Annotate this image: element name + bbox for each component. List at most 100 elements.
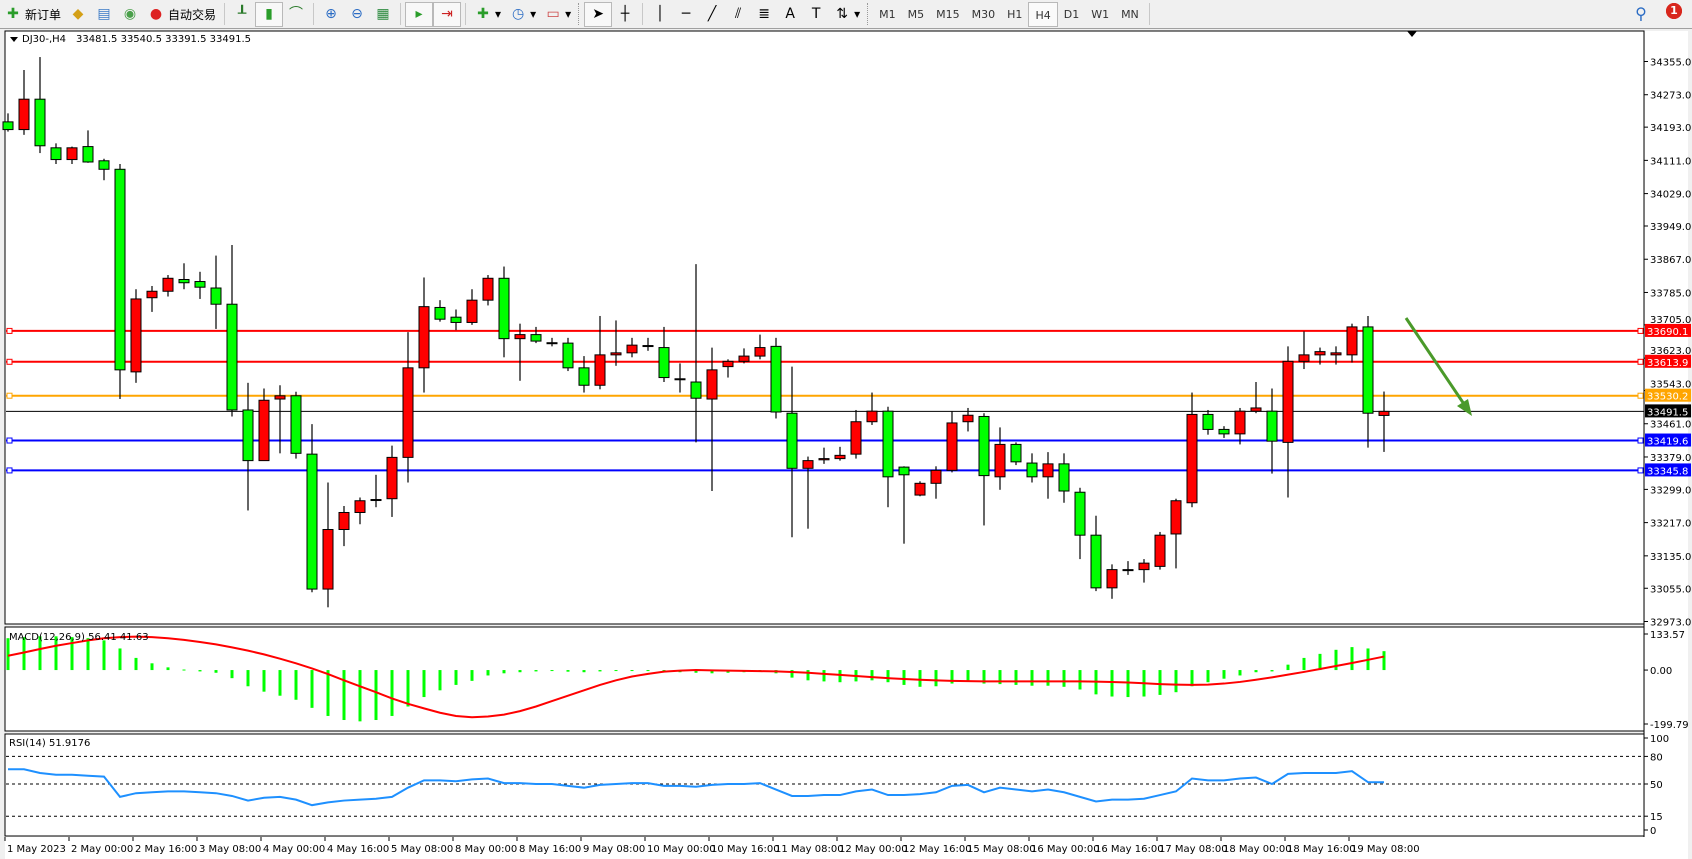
- macd-histogram-bar: [1238, 670, 1242, 676]
- timeframe-m5[interactable]: M5: [907, 7, 925, 21]
- bar-chart-button[interactable]: ┸: [229, 2, 255, 27]
- price-tick-label: 33543.0: [1650, 380, 1691, 391]
- macd-histogram-bar: [806, 670, 810, 681]
- zoom-out-button[interactable]: ⊖: [344, 2, 370, 27]
- toolbar-grip[interactable]: [578, 3, 581, 25]
- price-tick-label: 33379.0: [1650, 453, 1691, 464]
- timeframe-m15[interactable]: M15: [936, 7, 960, 21]
- candle: [690, 264, 702, 443]
- signals-button[interactable]: ◉: [117, 2, 143, 27]
- time-label: 9 May 08:00: [583, 844, 645, 855]
- trend-arrow[interactable]: [1404, 317, 1470, 411]
- tile-windows-button[interactable]: ▦: [370, 2, 396, 27]
- level-handle-start: [6, 327, 13, 334]
- macd-histogram-bar: [694, 670, 698, 673]
- macd-histogram-bar: [70, 637, 74, 671]
- price-tick-label: 34029.0: [1650, 190, 1691, 201]
- vertical-line-button[interactable]: │: [647, 2, 673, 27]
- auto-scroll-button[interactable]: ▸: [405, 1, 434, 27]
- macd-histogram-bar: [1014, 670, 1018, 685]
- rsi-pane[interactable]: [4, 733, 1645, 837]
- horizontal-line-button[interactable]: ─: [673, 2, 699, 27]
- macd-histogram-bar: [1286, 664, 1290, 671]
- timeframe-group: M1 M5 M15 M30 H1 H4 D1 W1 MN: [873, 1, 1145, 27]
- terminal-button[interactable]: ▤: [91, 2, 117, 27]
- periods-button[interactable]: ◷ ▾: [505, 2, 540, 27]
- history-button[interactable]: ◆: [65, 2, 91, 27]
- timeframe-m30[interactable]: M30: [971, 7, 996, 21]
- macd-histogram-bar: [550, 670, 554, 672]
- macd-histogram-bar: [614, 670, 618, 672]
- candle: [146, 285, 158, 312]
- timeframe-m1[interactable]: M1: [879, 7, 896, 21]
- candle: [258, 388, 270, 462]
- candlestick-button[interactable]: ▮: [255, 1, 284, 27]
- candle-body: [674, 378, 686, 381]
- timeframe-mn[interactable]: MN: [1121, 7, 1139, 21]
- timeframe-h4[interactable]: H4: [1028, 1, 1058, 27]
- text-label-button[interactable]: T: [803, 2, 829, 27]
- macd-histogram-bar: [86, 638, 90, 671]
- templates-button[interactable]: ▭ ▾: [540, 2, 575, 27]
- notifications-button[interactable]: 💬1: [1660, 3, 1682, 25]
- channel-button[interactable]: ⫽: [725, 2, 751, 27]
- candle-body: [626, 344, 638, 354]
- time-label: 11 May 08:00: [775, 844, 844, 855]
- cursor-button[interactable]: ➤: [584, 1, 613, 27]
- price-pane[interactable]: [4, 30, 1645, 625]
- candle: [322, 482, 334, 608]
- search-icon[interactable]: ⚲: [1635, 4, 1647, 23]
- candle: [1010, 442, 1022, 466]
- macd-histogram-bar: [102, 640, 106, 671]
- indicators-button[interactable]: ✚ ▾: [470, 2, 505, 27]
- macd-histogram-bar: [134, 657, 138, 671]
- crosshair-button[interactable]: ┼: [612, 2, 638, 27]
- candle: [1202, 409, 1214, 435]
- new-order-button[interactable]: ✚ 新订单: [0, 2, 65, 27]
- candle-body: [258, 399, 270, 462]
- candle: [658, 326, 670, 383]
- level-price-tag: [1645, 354, 1691, 368]
- fibonacci-button[interactable]: ≣: [751, 2, 777, 27]
- macd-histogram-bar: [1190, 670, 1194, 687]
- candle: [1282, 346, 1294, 498]
- timeframe-d1[interactable]: D1: [1063, 7, 1080, 21]
- candle-body: [882, 410, 894, 478]
- candle: [1106, 564, 1118, 599]
- macd-histogram-bar: [390, 670, 394, 716]
- line-chart-icon: ⌒: [289, 6, 304, 22]
- timeframe-w1[interactable]: W1: [1091, 7, 1110, 21]
- candle-body: [1298, 354, 1310, 362]
- candle: [354, 497, 366, 525]
- macd-histogram-bar: [1270, 670, 1274, 672]
- candle: [50, 143, 62, 165]
- candle-body: [1090, 534, 1102, 589]
- macd-histogram-bar: [342, 670, 346, 721]
- time-label: 15 May 08:00: [967, 844, 1036, 855]
- macd-histogram-bar: [518, 670, 522, 673]
- chart-shift-marker-icon[interactable]: [1407, 31, 1417, 37]
- text-button[interactable]: A: [777, 2, 803, 27]
- candle: [1314, 347, 1326, 365]
- collapse-triangle-icon[interactable]: [10, 37, 18, 42]
- trendline-button[interactable]: ╱: [699, 2, 725, 27]
- candle: [2, 113, 14, 132]
- time-label: 12 May 00:00: [839, 844, 908, 855]
- level-handle-end: [1637, 327, 1644, 334]
- timeframe-h1[interactable]: H1: [1007, 7, 1023, 21]
- candle-body: [802, 460, 814, 469]
- zoom-in-button[interactable]: ⊕: [318, 2, 344, 27]
- line-chart-button[interactable]: ⌒: [283, 2, 309, 27]
- tile-icon: ▦: [376, 6, 390, 22]
- macd-histogram-bar: [358, 670, 362, 722]
- chart-shift-button[interactable]: ⇥: [433, 1, 462, 27]
- candle-body: [434, 306, 446, 320]
- auto-trading-button[interactable]: ● 自动交易: [143, 2, 220, 27]
- price-tick-label: 34193.0: [1650, 123, 1691, 134]
- toolbar-grip[interactable]: [867, 3, 870, 25]
- fibonacci-icon: ≣: [758, 6, 770, 22]
- arrows-button[interactable]: ⇅ ▾: [829, 2, 864, 27]
- time-label: 8 May 16:00: [519, 844, 581, 855]
- candle: [274, 385, 286, 454]
